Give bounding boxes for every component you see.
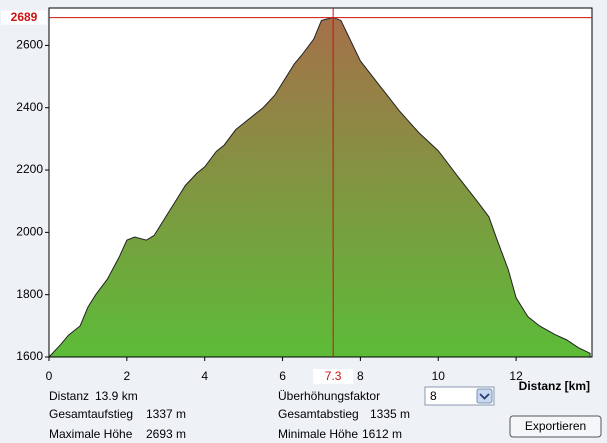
stat-label: Distanz bbox=[49, 389, 89, 403]
factor-value: 8 bbox=[430, 389, 437, 403]
x-tick-label: 10 bbox=[432, 369, 446, 383]
y-tick-label: 2400 bbox=[16, 100, 43, 114]
x-tick-label: 2 bbox=[124, 369, 131, 383]
x-tick-label: 4 bbox=[201, 369, 208, 383]
x-axis-label: Distanz [km] bbox=[519, 379, 590, 393]
cursor-x-box bbox=[313, 369, 354, 384]
select-arrow-button[interactable] bbox=[476, 388, 493, 404]
stat-label: Maximale Höhe bbox=[49, 427, 133, 441]
stat-value: 1337 m bbox=[146, 407, 186, 421]
plot-frame bbox=[48, 7, 593, 358]
cursor-y-label: 2689 bbox=[11, 10, 38, 24]
cursor-x-label: 7.3 bbox=[325, 369, 342, 383]
stat-label: Gesamtabstieg bbox=[278, 407, 359, 421]
stat-value: 13.9 km bbox=[95, 389, 138, 403]
stat-label: Minimale Höhe bbox=[278, 427, 358, 441]
y-tick-label: 2600 bbox=[16, 38, 43, 52]
y-tick-label: 1600 bbox=[16, 349, 43, 363]
export-button-label: Exportieren bbox=[525, 419, 586, 433]
export-button[interactable] bbox=[509, 415, 602, 438]
stat-label: Gesamtaufstieg bbox=[49, 407, 133, 421]
stat-value: 2693 m bbox=[146, 427, 186, 441]
elevation-area bbox=[47, 16, 591, 358]
factor-label: Überhöhungsfaktor bbox=[278, 389, 380, 403]
x-tick-label: 12 bbox=[509, 369, 523, 383]
cursor-y-box bbox=[1, 10, 47, 25]
y-tick-label: 2200 bbox=[16, 162, 43, 176]
x-tick-label: 0 bbox=[46, 369, 53, 383]
stat-value: 1612 m bbox=[362, 427, 402, 441]
x-tick-label: 6 bbox=[279, 369, 286, 383]
x-tick-label: 8 bbox=[357, 369, 364, 383]
y-tick-label: 1800 bbox=[16, 287, 43, 301]
stat-value: 1335 m bbox=[370, 407, 410, 421]
select-arrow bbox=[479, 393, 490, 400]
y-tick-label: 2000 bbox=[16, 225, 43, 239]
